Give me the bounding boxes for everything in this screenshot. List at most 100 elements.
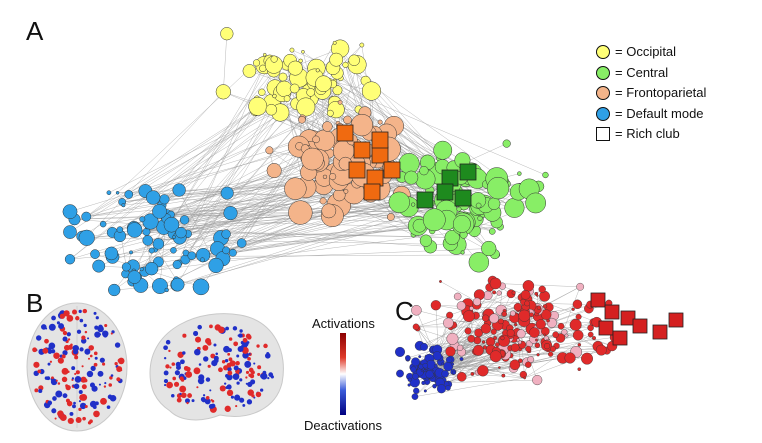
activation-node bbox=[540, 309, 552, 320]
activation-node bbox=[482, 314, 490, 322]
default-mode-node bbox=[221, 229, 231, 239]
activation-node bbox=[89, 354, 93, 358]
default-mode-node bbox=[208, 257, 224, 274]
edge bbox=[153, 102, 341, 198]
deactivation-node bbox=[202, 394, 206, 397]
activation-node bbox=[534, 342, 541, 349]
activation-node bbox=[173, 381, 180, 387]
occipital-node bbox=[242, 64, 257, 78]
deactivation-node bbox=[436, 384, 446, 394]
deactivation-node bbox=[110, 374, 114, 377]
activation-node bbox=[501, 311, 508, 317]
legend-label: = Default mode bbox=[615, 105, 704, 121]
edge bbox=[232, 78, 341, 253]
deactivation-node bbox=[242, 352, 249, 359]
activation-node bbox=[33, 361, 40, 368]
activation-node bbox=[67, 338, 71, 341]
default-mode-node bbox=[90, 249, 100, 259]
activation-node bbox=[183, 365, 189, 371]
activation-node bbox=[176, 397, 182, 403]
deactivation-node bbox=[238, 333, 243, 338]
activation-node bbox=[571, 307, 575, 311]
deactivation-node bbox=[90, 365, 96, 371]
deactivation-node bbox=[175, 361, 181, 367]
activation-node bbox=[209, 324, 213, 329]
activation-node bbox=[525, 345, 532, 352]
central-node bbox=[486, 176, 510, 200]
deactivation-node bbox=[102, 332, 108, 338]
deactivation-node bbox=[52, 396, 57, 401]
activation-node bbox=[592, 336, 596, 341]
activation-node bbox=[49, 360, 53, 363]
activation-node bbox=[581, 352, 593, 365]
deactivation-node bbox=[198, 363, 202, 366]
occipital-node bbox=[359, 42, 365, 48]
deactivation-node bbox=[194, 348, 201, 356]
default-mode-node bbox=[152, 204, 167, 219]
activation-node bbox=[169, 366, 172, 369]
activation-node bbox=[257, 372, 261, 376]
legend: = Occipital = Central = Frontoparietal =… bbox=[596, 42, 706, 145]
deactivation-node bbox=[62, 393, 68, 399]
activation-node bbox=[464, 327, 472, 335]
central-node bbox=[422, 208, 446, 232]
deactivation-node bbox=[225, 386, 229, 389]
deactivation-node bbox=[248, 352, 251, 355]
occipital-node bbox=[361, 81, 382, 101]
activation-node bbox=[527, 356, 535, 363]
deactivation-node bbox=[208, 403, 214, 409]
activation-node bbox=[481, 340, 486, 344]
activation-node bbox=[58, 415, 62, 418]
default-mode-node bbox=[64, 254, 76, 265]
default-mode-node bbox=[115, 191, 120, 195]
central-node bbox=[468, 252, 490, 273]
activation-node bbox=[228, 357, 233, 362]
deactivation-node bbox=[95, 316, 99, 320]
edge bbox=[150, 70, 275, 222]
occipital-node bbox=[332, 85, 343, 96]
deactivation-node bbox=[413, 387, 420, 394]
activation-node bbox=[63, 310, 70, 317]
deactivation-node bbox=[205, 377, 211, 382]
deactivation-node bbox=[215, 352, 219, 356]
activation-node bbox=[93, 351, 98, 356]
deactivation-node bbox=[51, 408, 57, 414]
frontoparietal-node bbox=[387, 213, 395, 221]
occipital-node bbox=[287, 60, 303, 76]
rich-club-node bbox=[620, 310, 636, 326]
central-node bbox=[488, 228, 496, 235]
deactivation-node bbox=[106, 405, 111, 409]
deactivation-node bbox=[47, 362, 51, 366]
activation-node bbox=[235, 360, 240, 366]
edge bbox=[144, 226, 501, 272]
activation-node bbox=[182, 333, 187, 338]
deactivation-node bbox=[230, 395, 235, 399]
activation-node bbox=[109, 376, 113, 380]
frontoparietal-node bbox=[301, 147, 324, 171]
activation-node bbox=[66, 315, 74, 322]
activation-node bbox=[510, 310, 516, 317]
rich-club-node bbox=[353, 141, 371, 159]
activation-node bbox=[57, 382, 61, 385]
edge bbox=[122, 98, 288, 203]
deactivation-node bbox=[232, 326, 238, 331]
deactivation-node bbox=[72, 344, 80, 352]
default-mode-node bbox=[63, 225, 77, 239]
edge bbox=[86, 192, 118, 217]
deactivation-node bbox=[418, 355, 422, 359]
legend-item-central: = Central bbox=[596, 63, 706, 84]
deactivation-node bbox=[171, 393, 175, 398]
activation-node bbox=[500, 336, 505, 341]
default-mode-node bbox=[81, 211, 92, 222]
deactivation-node bbox=[423, 369, 427, 372]
activation-node bbox=[263, 343, 268, 349]
deactivation-node bbox=[174, 370, 180, 376]
activation-node bbox=[456, 301, 466, 311]
default-mode-node bbox=[223, 206, 238, 221]
occipital-node bbox=[342, 61, 349, 68]
activation-node bbox=[166, 381, 173, 389]
deactivation-node bbox=[74, 376, 82, 383]
deactivation-node bbox=[98, 324, 103, 330]
deactivation-node bbox=[79, 318, 84, 323]
